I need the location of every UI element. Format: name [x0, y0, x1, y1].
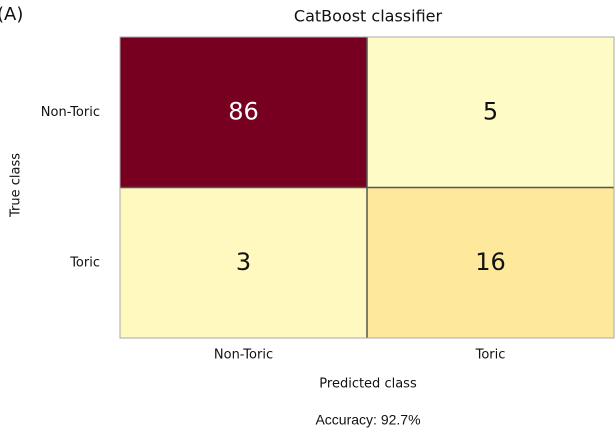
plot-border — [119, 36, 615, 339]
y-tick-label: Toric — [69, 255, 100, 270]
heatmap-cell — [120, 187, 367, 338]
x-axis-label: Predicted class — [319, 377, 417, 392]
cell-value-label: 16 — [475, 248, 506, 276]
cell-value-label: 3 — [236, 248, 251, 276]
heatmap-cell — [367, 187, 614, 338]
chart-title: CatBoost classifier — [294, 7, 443, 26]
footer-note: Accuracy: 92.7% — [315, 412, 420, 428]
cell-value-label: 86 — [228, 97, 259, 125]
y-axis-label: True class — [9, 153, 24, 218]
heatmap-cell — [367, 37, 614, 188]
panel-label: (A) — [0, 4, 23, 25]
x-tick-label: Non-Toric — [214, 348, 273, 363]
heatmap-cell — [120, 37, 367, 188]
y-tick-label: Non-Toric — [41, 105, 100, 120]
cell-value-label: 5 — [483, 97, 498, 125]
x-tick-label: Toric — [475, 348, 506, 363]
